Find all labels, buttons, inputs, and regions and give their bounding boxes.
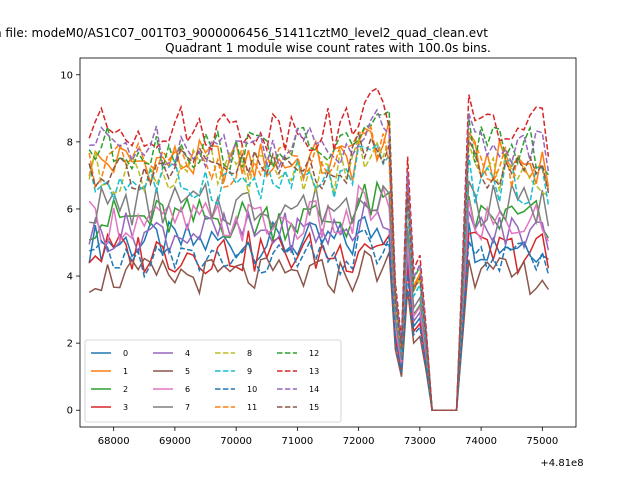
- figure-suptitle: n file: modeM0/AS1C07_001T03_9000006456_…: [0, 26, 488, 40]
- y-tick-label: 10: [60, 70, 73, 81]
- series-line-7: [89, 180, 550, 411]
- legend-label: 10: [247, 385, 257, 394]
- legend-label: 0: [123, 349, 128, 358]
- series-line-13: [88, 87, 550, 411]
- y-tick-label: 4: [67, 272, 73, 283]
- x-tick-label: 68000: [98, 436, 130, 447]
- legend-box: [84, 339, 342, 423]
- series-line-9: [88, 142, 550, 411]
- x-tick-label: 70000: [220, 436, 252, 447]
- y-tick-label: 2: [67, 339, 73, 350]
- x-offset-label: +4.81e8: [540, 458, 583, 469]
- legend-label: 15: [309, 403, 319, 412]
- x-tick-label: 75000: [526, 436, 558, 447]
- series-line-8: [88, 135, 549, 411]
- series-line-6: [88, 183, 550, 411]
- series-line-3: [88, 230, 550, 411]
- y-tick-label: 8: [67, 137, 73, 148]
- series-line-4: [88, 200, 550, 411]
- legend-label: 8: [247, 349, 252, 358]
- series-line-12: [88, 109, 549, 411]
- series-line-10: [89, 228, 550, 411]
- series-line-5: [88, 249, 550, 411]
- x-tick-label: 69000: [159, 436, 191, 447]
- x-tick-label: 72000: [343, 436, 375, 447]
- x-tick-label: 71000: [281, 436, 313, 447]
- y-axis: 0 2 4 6 8 10: [60, 70, 80, 417]
- plot-lines: [88, 87, 550, 411]
- legend-label: 6: [185, 385, 190, 394]
- axes-frame: [79, 57, 577, 428]
- legend-label: 9: [247, 367, 252, 376]
- legend-label: 4: [185, 349, 190, 358]
- legend-label: 14: [309, 385, 319, 394]
- x-axis: 68000 69000 70000 71000 72000 73000 74000 75000: [98, 427, 558, 447]
- legend-label: 7: [185, 403, 190, 412]
- legend-label: 2: [123, 385, 128, 394]
- legend-label: 11: [247, 403, 257, 412]
- series-line-15: [88, 131, 550, 411]
- x-tick-label: 73000: [404, 436, 436, 447]
- legend-label: 5: [185, 367, 190, 376]
- legend-label: 12: [309, 349, 319, 358]
- chart-title: Quadrant 1 module wise count rates with …: [165, 41, 491, 55]
- legend-label: 13: [309, 367, 319, 376]
- legend-label: 3: [123, 403, 128, 412]
- y-tick-label: 0: [67, 406, 73, 417]
- y-tick-label: 6: [67, 204, 73, 215]
- series-line-14: [89, 108, 550, 411]
- x-tick-label: 74000: [465, 436, 497, 447]
- legend-label: 1: [123, 367, 128, 376]
